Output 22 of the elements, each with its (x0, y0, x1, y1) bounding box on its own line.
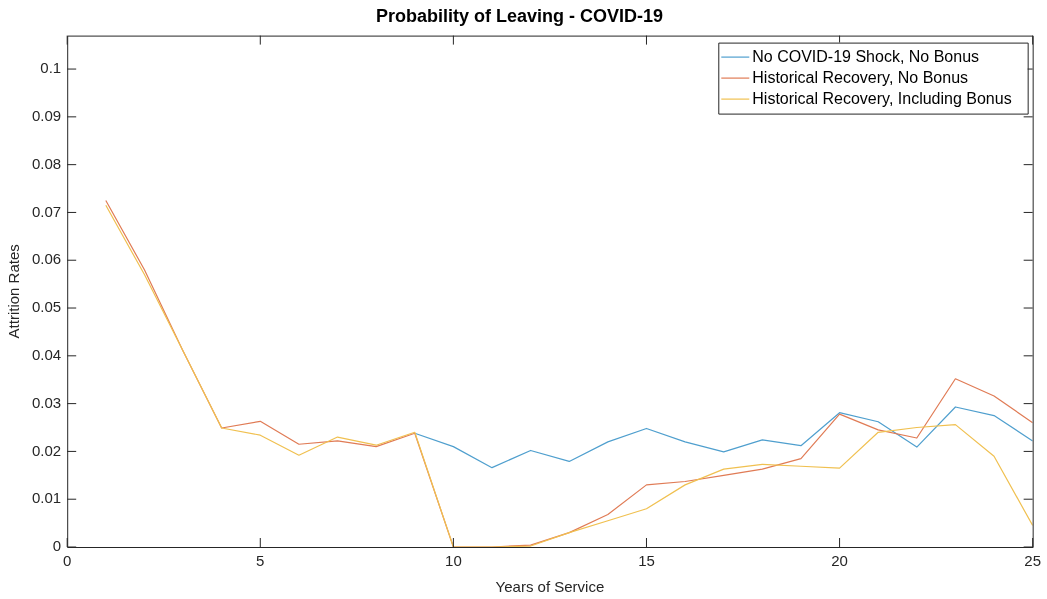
x-axis-title: Years of Service (495, 578, 605, 596)
x-tick-label: 15 (638, 552, 655, 570)
y-tick-label: 0.04 (31, 345, 62, 363)
legend-label: Historical Recovery, Including Bonus (752, 89, 1012, 107)
x-tick-label: 5 (256, 552, 265, 570)
y-tick-label: 0.05 (31, 298, 62, 316)
y-tick-label: 0.09 (31, 106, 62, 124)
y-tick-label: 0.08 (31, 154, 62, 172)
chart-title: Probability of Leaving - COVID-19 (375, 5, 664, 26)
y-tick-label: 0.07 (31, 202, 62, 220)
legend-label: Historical Recovery, No Bonus (752, 68, 969, 86)
y-tick-label: 0.03 (31, 393, 62, 411)
x-tick-label: 10 (445, 552, 462, 570)
y-tick-label: 0 (52, 537, 62, 555)
y-axis-title: Attrition Rates (5, 244, 23, 339)
legend-label: No COVID-19 Shock, No Bonus (752, 47, 980, 65)
y-tick-label: 0.06 (31, 250, 62, 268)
y-tick-label: 0.02 (31, 441, 62, 459)
y-tick-label: 0.1 (40, 59, 62, 77)
x-tick-label: 20 (831, 552, 848, 570)
y-tick-label: 0.01 (31, 489, 62, 507)
x-tick-label: 25 (1024, 552, 1041, 570)
